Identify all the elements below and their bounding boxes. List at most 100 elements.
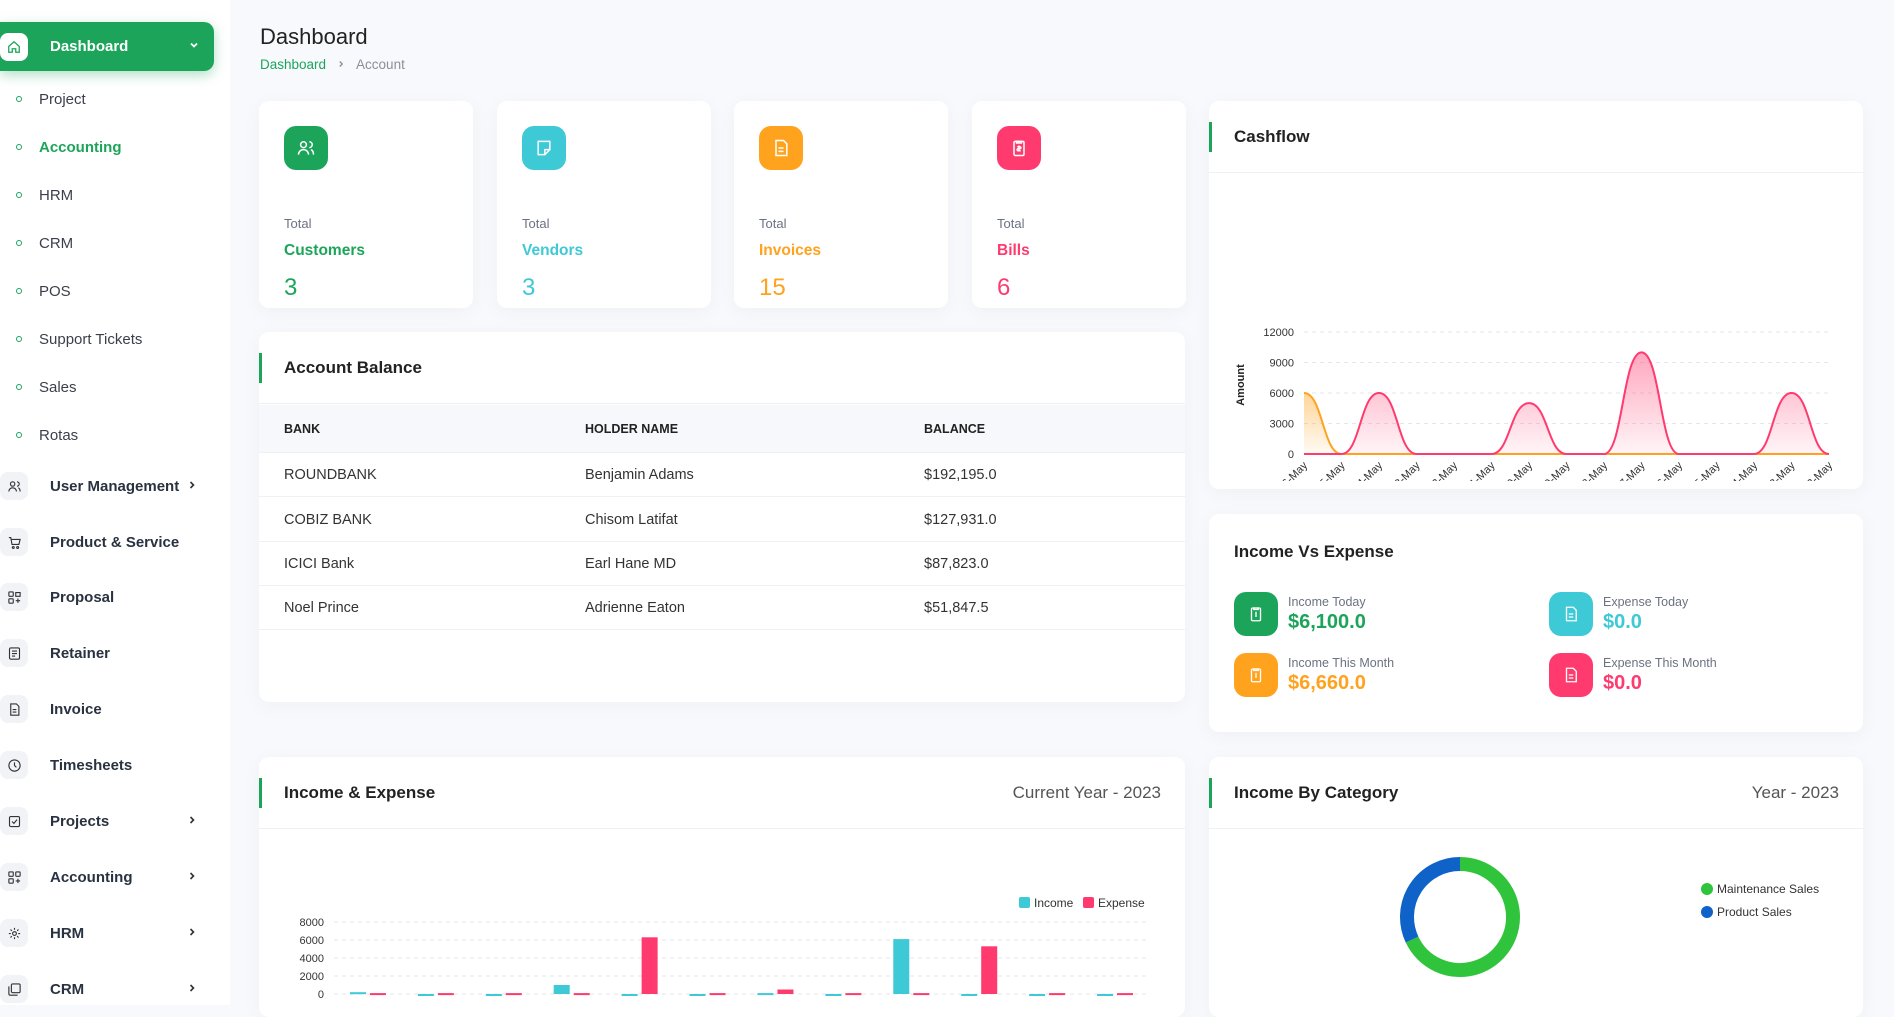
expense-today: Expense Today $0.0 [1549,592,1688,636]
metric-value: $0.0 [1603,671,1642,694]
card-header: Income & Expense Current Year - 2023 [259,757,1185,829]
invoice-icon [0,695,28,723]
users-icon [0,472,28,500]
legend-label: Maintenance Sales [1717,882,1819,896]
cashflow-card: Cashflow 0 3000 6000 9000 12000 16-May 15-May 1… [1209,101,1863,489]
sidebar-item-proposal[interactable]: Proposal [0,582,214,612]
sidebar-subitem-label: HRM [39,186,74,204]
column-header[interactable]: BALANCE [924,422,986,436]
metric-label: Expense Today [1603,594,1689,609]
table-row: ICICI Bank Earl Hane MD $87,823.0 [259,542,1185,586]
sidebar-item-product-service[interactable]: Product & Service [0,527,214,557]
sidebar-subitem-sales[interactable]: Sales [0,377,77,397]
table-cell: ROUNDBANK [284,467,377,483]
chevron-right-icon [186,869,198,886]
x-tick-label: 10-May [1501,459,1536,481]
y-tick-label: 3000 [1270,419,1294,431]
sidebar-subitem-pos[interactable]: POS [0,281,71,301]
sidebar-subitem-accounting[interactable]: Accounting [0,137,122,157]
stat-card-customers: Total Customers 3 [259,101,473,308]
bar [621,994,638,996]
metric-value: $6,100.0 [1288,610,1366,633]
sidebar-subitem-crm[interactable]: CRM [0,233,73,253]
header-accent [1209,777,1212,808]
y-tick-label: 9000 [1270,358,1294,370]
bar [845,993,862,996]
bar [505,993,522,996]
hrm-icon [0,919,28,947]
x-tick-label: 02-May [1801,459,1836,481]
sidebar-item-projects[interactable]: Projects [0,806,214,836]
x-tick-label: 07-May [1613,459,1648,481]
column-header[interactable]: HOLDER NAME [585,422,679,436]
breadcrumb-current: Account [356,57,405,72]
note-icon [522,126,566,170]
sidebar-item-label: Proposal [50,588,115,606]
y-tick-label: 6000 [300,935,324,947]
stat-label: Total [522,216,550,231]
card-title: Income By Category [1234,782,1399,802]
sidebar-item-accounting[interactable]: Accounting [0,862,214,892]
header-accent [259,352,262,383]
stat-value: 15 [759,274,786,301]
table-cell: Noel Prince [284,600,359,616]
income-today: Income Today $6,100.0 [1234,592,1366,636]
breadcrumb-link-dashboard[interactable]: Dashboard [260,57,327,72]
legend-label: Expense [1098,896,1145,910]
sidebar-item-timesheets[interactable]: Timesheets [0,750,214,780]
chevron-down-icon [188,38,200,56]
crm-icon [0,975,28,1003]
metric-label: Expense This Month [1603,655,1717,670]
bullet-icon [16,384,22,390]
cart-icon [0,528,28,556]
file-icon [1549,592,1593,636]
y-tick-label: 8000 [300,917,324,929]
x-tick-label: 14-May [1351,459,1386,481]
sidebar-item-dashboard[interactable]: Dashboard [0,22,214,71]
sidebar-subitem-support-tickets[interactable]: Support Tickets [0,329,142,349]
sidebar-subitem-rotas[interactable]: Rotas [0,425,78,445]
bill-icon [1234,592,1278,636]
sidebar: Dashboard Project Accounting HRM CRM POS… [0,0,230,1005]
bar [1117,993,1134,996]
sidebar-item-crm[interactable]: CRM [0,974,214,1004]
sidebar-item-user-management[interactable]: User Management [0,471,214,501]
stat-label: Total [284,216,312,231]
stat-label: Total [997,216,1025,231]
sidebar-subitem-project[interactable]: Project [0,89,86,109]
sidebar-item-label: HRM [50,924,85,942]
breadcrumb: Dashboard Account [260,57,405,72]
bar [349,992,366,995]
column-header[interactable]: BANK [284,422,321,436]
bar [777,989,794,994]
legend-swatch [1701,906,1713,918]
bar [709,993,726,996]
bullet-icon [16,144,22,150]
bar [757,993,774,996]
table-cell: COBIZ BANK [284,512,372,528]
table-row: Noel Prince Adrienne Eaton $51,847.5 [259,586,1185,630]
income-expense-card: Income & Expense Current Year - 2023 0 20… [259,757,1185,1017]
chevron-right-icon [186,981,198,998]
sidebar-item-retainer[interactable]: Retainer [0,638,214,668]
sidebar-item-hrm[interactable]: HRM [0,918,214,948]
header-accent [1209,121,1212,152]
bar [369,993,386,996]
sidebar-item-label: Accounting [50,868,133,886]
sidebar-subitem-hrm[interactable]: HRM [0,185,73,205]
stat-name: Vendors [522,242,584,259]
legend-swatch [1019,897,1030,908]
clock-icon [0,751,28,779]
table-cell: $192,195.0 [924,467,997,483]
sidebar-item-label: Timesheets [50,756,133,774]
bar [1049,993,1066,996]
bar [981,946,998,994]
legend-label: Income [1034,896,1074,910]
stat-label: Total [759,216,787,231]
chevron-right-icon [186,813,198,830]
users-icon [284,126,328,170]
stat-name: Customers [284,242,365,259]
sidebar-item-invoice[interactable]: Invoice [0,694,214,724]
y-tick-label: 0 [1288,449,1294,461]
chevron-right-icon [186,925,198,942]
